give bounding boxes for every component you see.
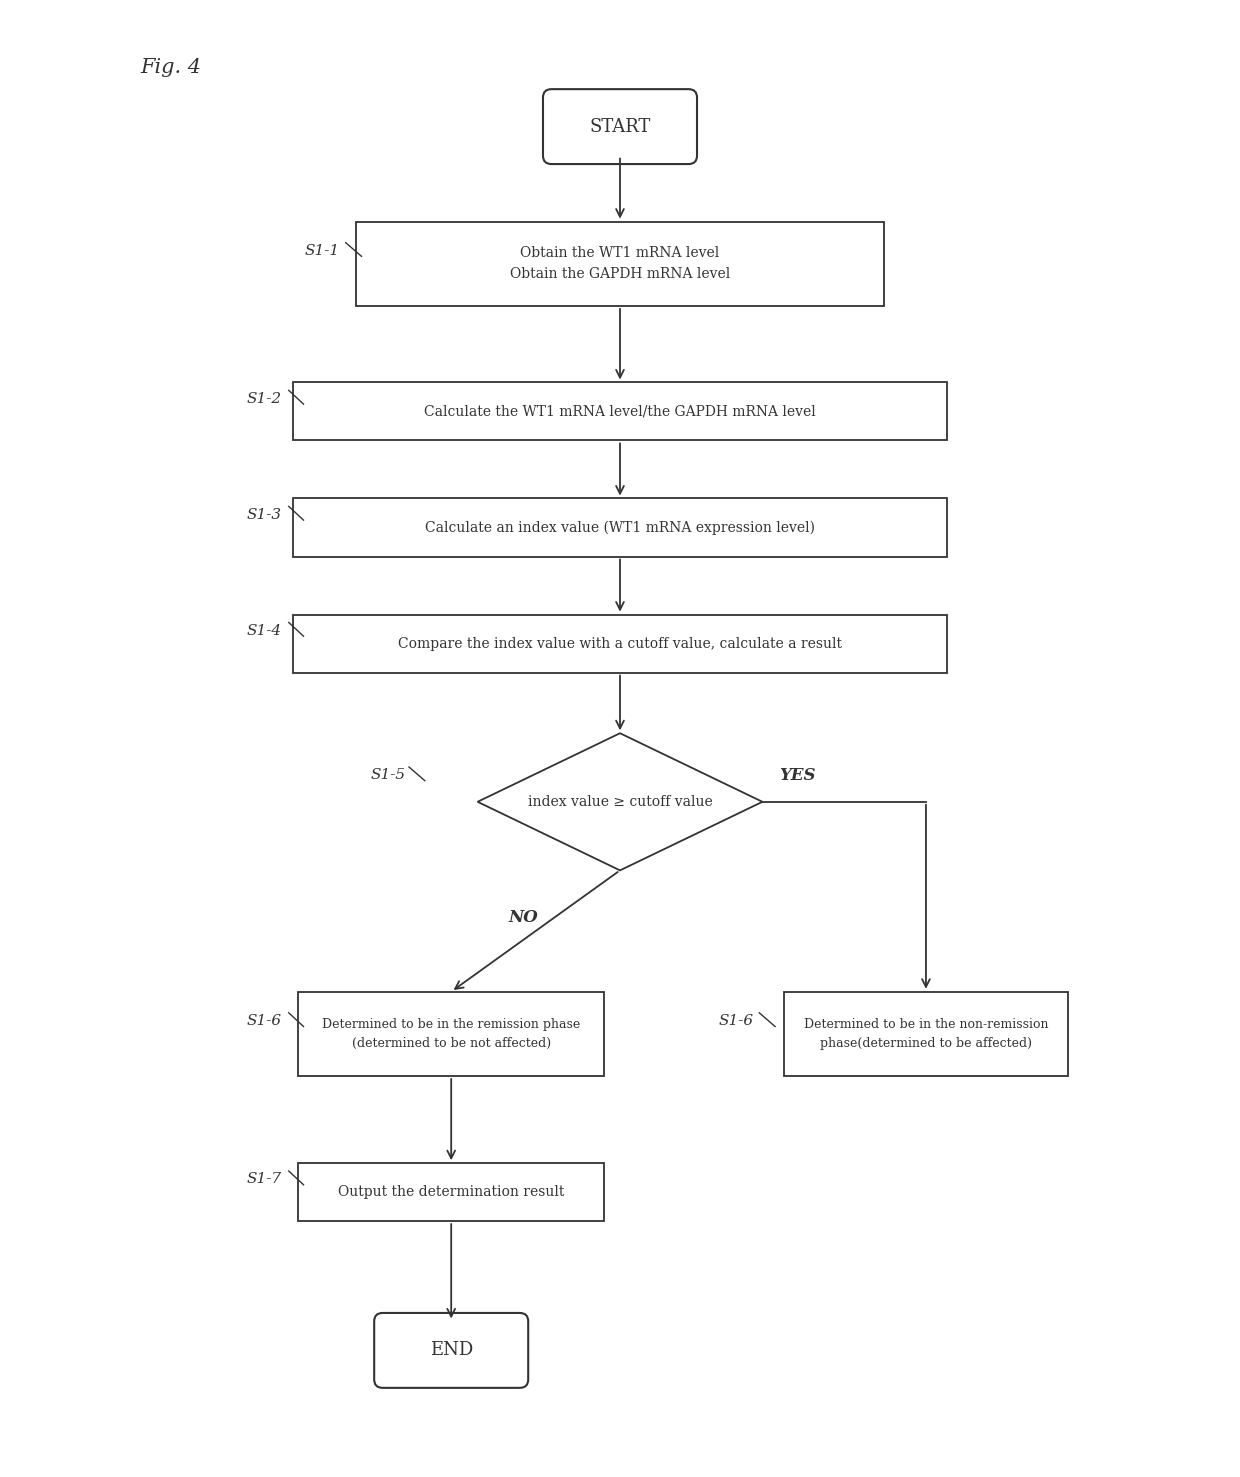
- Text: S1-5: S1-5: [371, 768, 405, 783]
- Text: S1-1: S1-1: [305, 244, 340, 258]
- Text: S1-2: S1-2: [247, 391, 281, 406]
- Text: Output the determination result: Output the determination result: [339, 1185, 564, 1199]
- Text: Determined to be in the non-remission
phase(determined to be affected): Determined to be in the non-remission ph…: [804, 1018, 1048, 1050]
- Text: Obtain the WT1 mRNA level
Obtain the GAPDH mRNA level: Obtain the WT1 mRNA level Obtain the GAP…: [510, 247, 730, 281]
- FancyBboxPatch shape: [374, 1313, 528, 1388]
- FancyBboxPatch shape: [543, 89, 697, 164]
- Text: Determined to be in the remission phase
(determined to be not affected): Determined to be in the remission phase …: [322, 1018, 580, 1050]
- Bar: [293, 614, 947, 672]
- Text: S1-6: S1-6: [247, 1015, 281, 1028]
- Text: Calculate the WT1 mRNA level/the GAPDH mRNA level: Calculate the WT1 mRNA level/the GAPDH m…: [424, 405, 816, 418]
- Text: START: START: [589, 118, 651, 136]
- Text: Calculate an index value (WT1 mRNA expression level): Calculate an index value (WT1 mRNA expre…: [425, 520, 815, 535]
- Text: NO: NO: [508, 910, 538, 926]
- Text: S1-7: S1-7: [247, 1173, 281, 1186]
- Text: Fig. 4: Fig. 4: [140, 58, 201, 77]
- Text: Compare the index value with a cutoff value, calculate a result: Compare the index value with a cutoff va…: [398, 637, 842, 650]
- Bar: [293, 499, 947, 557]
- Text: index value ≥ cutoff value: index value ≥ cutoff value: [528, 795, 712, 809]
- Text: YES: YES: [779, 767, 816, 784]
- Bar: [784, 991, 1069, 1077]
- Bar: [299, 1162, 604, 1221]
- Text: S1-4: S1-4: [247, 623, 281, 638]
- Bar: [293, 383, 947, 440]
- Text: S1-6: S1-6: [718, 1015, 754, 1028]
- Text: END: END: [429, 1341, 472, 1359]
- Bar: [299, 991, 604, 1077]
- Text: S1-3: S1-3: [247, 508, 281, 521]
- Polygon shape: [477, 733, 763, 870]
- Bar: [356, 222, 884, 306]
